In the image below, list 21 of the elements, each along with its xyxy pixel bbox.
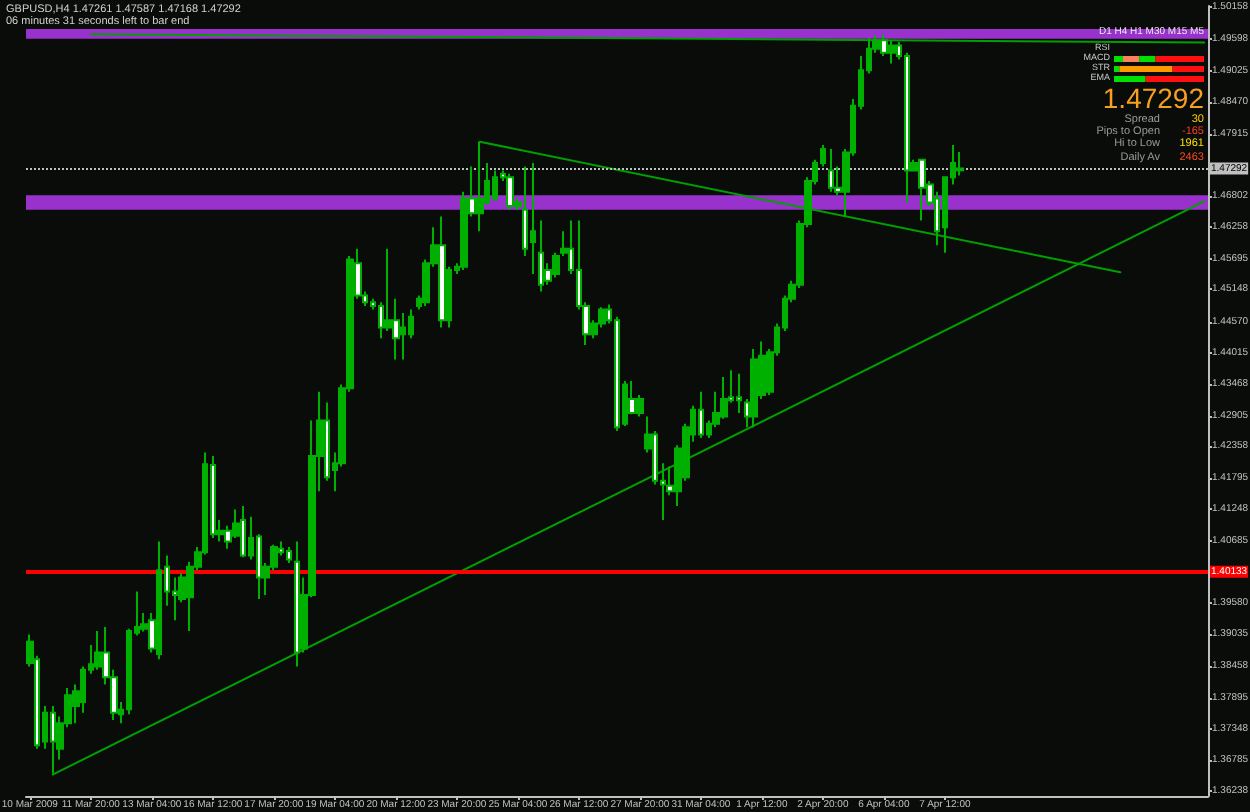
candlestick xyxy=(880,33,888,58)
candlestick xyxy=(736,372,742,415)
candlestick xyxy=(240,505,246,559)
candlestick xyxy=(294,540,300,668)
candlestick xyxy=(506,172,514,211)
candlestick xyxy=(750,347,758,429)
candlestick xyxy=(698,390,704,439)
candlestick xyxy=(50,704,56,775)
candlestick xyxy=(286,546,292,564)
candlestick xyxy=(476,140,484,233)
candlestick xyxy=(720,376,728,420)
annotation: 1.47292 xyxy=(1102,81,1204,114)
candlestick xyxy=(538,219,544,293)
candlestick xyxy=(438,215,446,329)
candlestick xyxy=(530,162,536,276)
candlestick xyxy=(828,148,834,193)
candlestick xyxy=(956,151,964,177)
candlestick xyxy=(156,540,162,661)
candlestick xyxy=(888,39,896,65)
candlestick xyxy=(492,169,498,202)
candlestick xyxy=(918,158,926,222)
